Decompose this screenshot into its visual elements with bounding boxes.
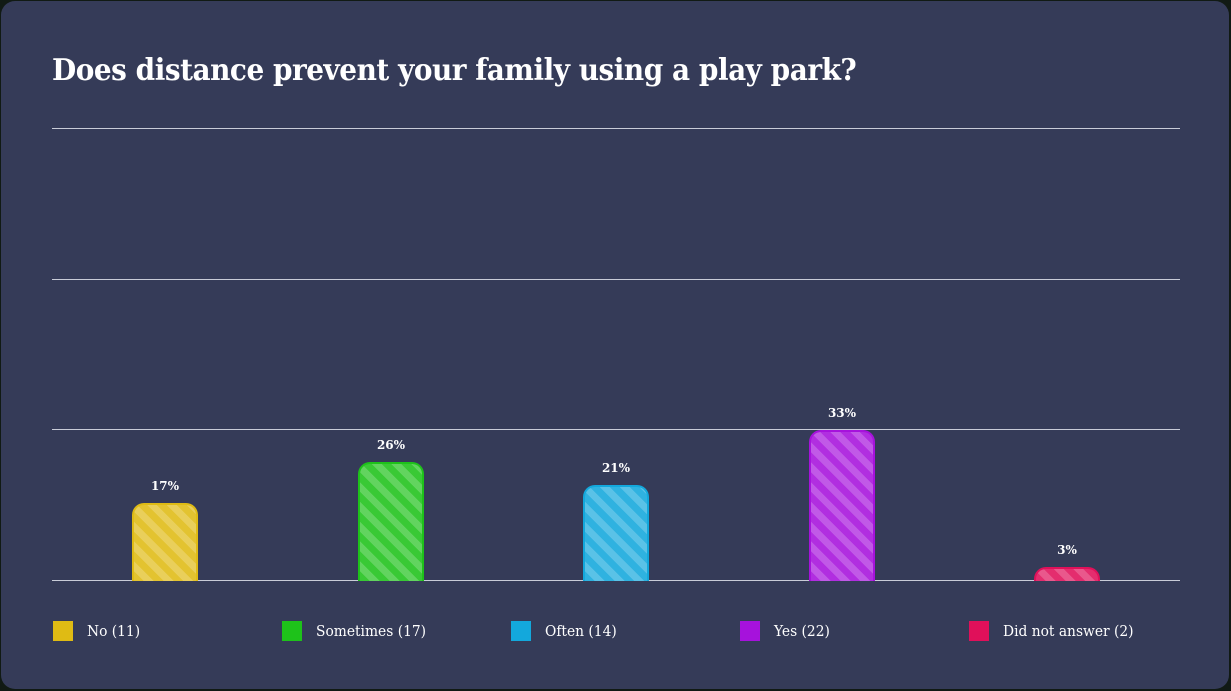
legend-label: No (11) <box>87 622 141 640</box>
bar-value-label: 17% <box>150 479 180 493</box>
legend-swatch <box>740 621 760 641</box>
legend-item-no: No (11) <box>53 621 145 641</box>
legend-item-did-not-answer: Did not answer (2) <box>969 621 1145 641</box>
bar-fill <box>583 485 649 581</box>
legend-label: Often (14) <box>545 622 617 640</box>
legend-swatch <box>511 621 531 641</box>
bar-fill <box>358 462 424 581</box>
bar-sometimes: 26% <box>358 438 424 581</box>
legend-item-yes: Yes (22) <box>740 621 835 641</box>
plot-area: 17% 26% 21% 33% 3% <box>52 128 1180 581</box>
bar-no: 17% <box>132 479 198 581</box>
bar-often: 21% <box>583 461 649 581</box>
bar-value-label: 21% <box>601 461 631 475</box>
gridline <box>52 429 1180 430</box>
legend-item-often: Often (14) <box>511 621 623 641</box>
bar-yes: 33% <box>809 406 875 581</box>
bar-fill <box>809 430 875 581</box>
bar-value-label: 26% <box>376 438 406 452</box>
legend-label: Did not answer (2) <box>1003 622 1134 640</box>
legend: No (11) Sometimes (17) Often (14) Yes (22) D… <box>1 621 1231 643</box>
legend-item-sometimes: Sometimes (17) <box>282 621 436 641</box>
legend-swatch <box>969 621 989 641</box>
chart-title: Does distance prevent your family using … <box>52 53 857 88</box>
legend-label: Yes (22) <box>774 622 830 640</box>
bar-value-label: 3% <box>1057 543 1077 557</box>
bar-fill <box>132 503 198 581</box>
bar-did-not-answer: 3% <box>1034 543 1100 581</box>
gridline <box>52 128 1180 129</box>
gridline <box>52 279 1180 280</box>
bar-value-label: 33% <box>827 406 857 420</box>
legend-swatch <box>53 621 73 641</box>
legend-swatch <box>282 621 302 641</box>
legend-label: Sometimes (17) <box>316 622 427 640</box>
bar-fill <box>1034 567 1100 581</box>
